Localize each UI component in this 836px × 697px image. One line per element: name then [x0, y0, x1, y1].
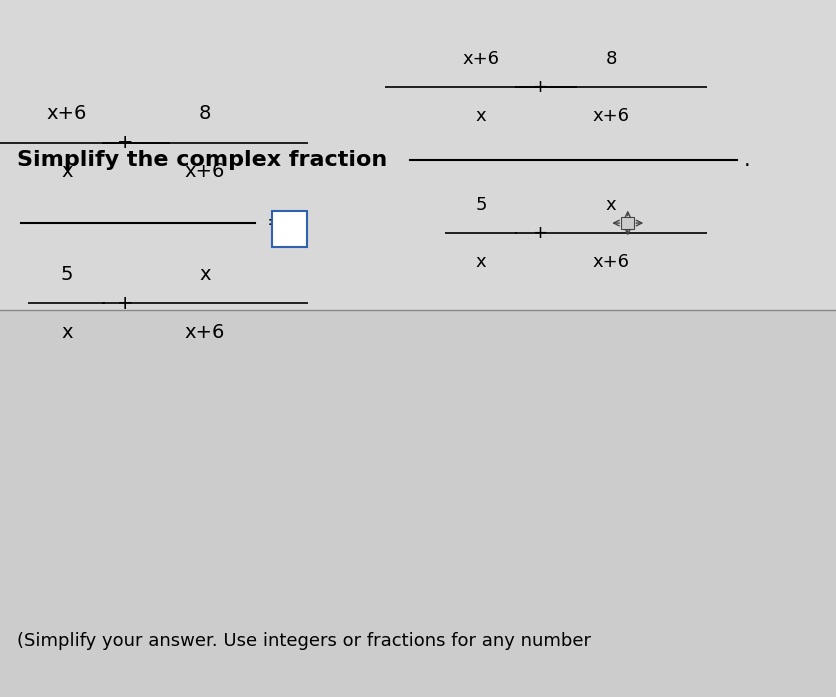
Text: 8: 8	[604, 49, 616, 68]
Text: 5: 5	[475, 196, 487, 214]
Text: x+6: x+6	[462, 49, 499, 68]
Text: x+6: x+6	[185, 162, 225, 181]
Text: 5: 5	[61, 265, 73, 284]
Text: x: x	[476, 253, 486, 271]
Text: x+6: x+6	[592, 253, 629, 271]
Text: (Simplify your answer. Use integers or fractions for any number: (Simplify your answer. Use integers or f…	[17, 632, 590, 650]
Bar	[620, 217, 634, 229]
Text: +: +	[532, 78, 547, 96]
Text: =: =	[267, 213, 285, 233]
Text: +: +	[117, 293, 134, 313]
Text: x+6: x+6	[185, 323, 225, 342]
Text: x: x	[605, 196, 615, 214]
Text: +: +	[532, 224, 547, 243]
Text: +: +	[117, 133, 134, 153]
Text: x+6: x+6	[592, 107, 629, 125]
Text: Simplify the complex fraction: Simplify the complex fraction	[17, 151, 386, 170]
Text: .: .	[742, 151, 749, 170]
Text: x: x	[199, 265, 211, 284]
Text: 8: 8	[199, 105, 211, 123]
Text: x: x	[476, 107, 486, 125]
Bar	[272, 211, 307, 247]
Text: x: x	[61, 162, 73, 181]
Text: x: x	[61, 323, 73, 342]
Text: x+6: x+6	[47, 105, 87, 123]
Bar	[0, 310, 836, 697]
